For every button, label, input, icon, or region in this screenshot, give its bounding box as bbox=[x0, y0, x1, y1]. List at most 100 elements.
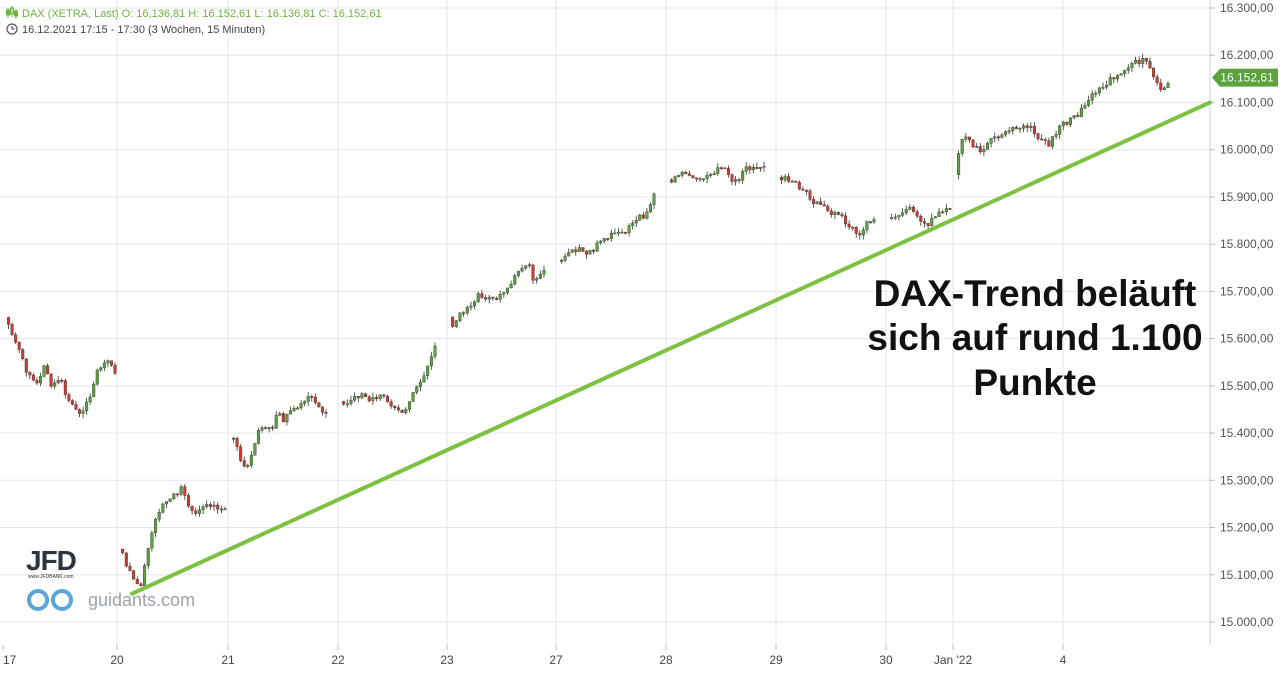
candle bbox=[505, 287, 509, 295]
candle bbox=[691, 175, 695, 179]
candle bbox=[239, 443, 243, 463]
candle bbox=[400, 409, 404, 413]
candle bbox=[538, 270, 542, 279]
y-tick-label: 15.500,00 bbox=[1220, 379, 1274, 393]
candles bbox=[7, 53, 1170, 588]
candle bbox=[157, 508, 161, 523]
candle bbox=[1076, 112, 1080, 117]
candle bbox=[996, 134, 1000, 142]
guidants-text: guidants.com bbox=[88, 590, 195, 610]
candle bbox=[1155, 74, 1159, 86]
candle bbox=[364, 392, 368, 397]
candle bbox=[1058, 124, 1062, 139]
candle bbox=[74, 400, 78, 411]
candle bbox=[458, 312, 462, 323]
candle bbox=[819, 197, 823, 205]
candle bbox=[299, 399, 303, 411]
candle bbox=[904, 205, 908, 215]
candle bbox=[146, 547, 150, 570]
candle bbox=[716, 163, 720, 177]
candle bbox=[46, 363, 50, 375]
candle bbox=[378, 394, 382, 402]
candle bbox=[128, 562, 132, 572]
candle bbox=[638, 213, 642, 221]
candle bbox=[310, 394, 314, 402]
candle bbox=[232, 437, 236, 443]
time-axis: 17 20 21 22 23 27 28 29 30 Jan '22 4 bbox=[2, 645, 1067, 667]
candle bbox=[854, 226, 858, 238]
candle bbox=[367, 394, 371, 403]
candle bbox=[890, 213, 894, 220]
candle bbox=[822, 200, 826, 207]
candle bbox=[944, 203, 948, 216]
candle bbox=[10, 322, 14, 336]
candle bbox=[201, 504, 205, 515]
candle bbox=[620, 228, 624, 234]
candle bbox=[645, 207, 649, 220]
candle bbox=[393, 405, 397, 411]
candle bbox=[829, 208, 833, 218]
candle bbox=[21, 347, 25, 361]
candle bbox=[480, 289, 484, 299]
candle bbox=[253, 443, 257, 456]
candle bbox=[267, 426, 271, 433]
candle bbox=[292, 405, 296, 412]
candle bbox=[194, 507, 198, 516]
candle bbox=[285, 413, 289, 426]
x-tick-label: 4 bbox=[1060, 653, 1067, 667]
candle bbox=[957, 150, 961, 180]
candle bbox=[801, 186, 805, 191]
candle bbox=[694, 177, 698, 182]
candle bbox=[320, 406, 324, 416]
y-tick-label: 15.900,00 bbox=[1220, 190, 1274, 204]
candle bbox=[719, 166, 723, 170]
x-tick-label: Jan '22 bbox=[934, 653, 973, 667]
candle bbox=[1040, 134, 1044, 141]
candle bbox=[1119, 73, 1123, 76]
candle bbox=[1083, 102, 1087, 110]
candle bbox=[577, 244, 581, 252]
candle bbox=[836, 211, 840, 216]
candle bbox=[616, 227, 620, 237]
candle bbox=[524, 265, 528, 271]
candle bbox=[535, 276, 539, 284]
candle bbox=[264, 426, 268, 430]
candle bbox=[313, 393, 317, 405]
candle bbox=[744, 162, 748, 175]
candle bbox=[648, 202, 652, 213]
candle bbox=[1014, 125, 1018, 130]
candle bbox=[465, 305, 469, 316]
candle bbox=[1043, 137, 1047, 146]
annotation-line-1: DAX-Trend beläuft bbox=[874, 273, 1197, 314]
candle bbox=[212, 501, 216, 511]
jfd-logo: JFD www.JFDBANK.com bbox=[26, 545, 78, 580]
candle bbox=[865, 220, 869, 234]
candle bbox=[1061, 120, 1065, 130]
candle bbox=[407, 401, 411, 413]
candle bbox=[584, 249, 588, 259]
annotation-line-2: sich auf rund 1.100 bbox=[867, 317, 1202, 358]
candle bbox=[1050, 136, 1054, 150]
candle bbox=[908, 204, 912, 211]
candlestick-type-icon bbox=[6, 6, 18, 19]
candle bbox=[451, 316, 455, 329]
candle bbox=[673, 175, 677, 183]
candle bbox=[520, 264, 524, 273]
x-tick-label: 17 bbox=[3, 653, 17, 667]
candle bbox=[356, 395, 360, 403]
candle bbox=[422, 371, 426, 383]
candle bbox=[223, 506, 227, 511]
candle bbox=[948, 207, 952, 210]
candle bbox=[812, 196, 816, 208]
y-tick-label: 15.600,00 bbox=[1220, 332, 1274, 346]
candle bbox=[937, 208, 941, 217]
candle bbox=[1101, 82, 1105, 90]
candle bbox=[360, 392, 364, 400]
candle bbox=[762, 161, 766, 172]
candle bbox=[960, 138, 964, 157]
candle bbox=[205, 500, 209, 509]
candle bbox=[476, 291, 480, 303]
candle bbox=[912, 204, 916, 213]
y-tick-label: 15.200,00 bbox=[1220, 521, 1274, 535]
